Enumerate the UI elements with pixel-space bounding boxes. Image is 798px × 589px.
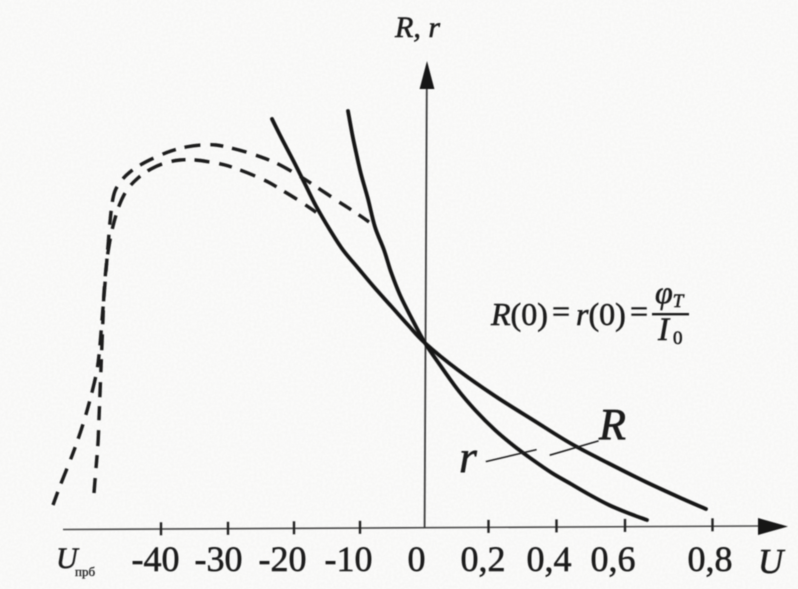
svg-text:=: = [630, 293, 648, 329]
svg-text:0,4: 0,4 [527, 539, 572, 579]
svg-text:0,8: 0,8 [688, 539, 733, 579]
svg-text:I0: I0 [657, 312, 683, 349]
svg-text:U: U [56, 542, 80, 575]
svg-text:прб: прб [75, 564, 95, 579]
svg-text:R: R [598, 400, 626, 449]
svg-text:r(0): r(0) [576, 296, 626, 332]
svg-text:0,6: 0,6 [591, 539, 636, 579]
svg-text:0,2: 0,2 [461, 539, 506, 579]
svg-text:-30: -30 [195, 539, 243, 579]
svg-text:-20: -20 [259, 539, 307, 579]
svg-text:0: 0 [408, 539, 426, 579]
svg-text:r: r [459, 431, 478, 482]
svg-text:φT: φT [655, 274, 685, 312]
svg-text:-10: -10 [325, 539, 373, 579]
svg-text:U: U [758, 542, 786, 581]
svg-text:=: = [552, 293, 570, 329]
svg-text:-40: -40 [132, 539, 180, 579]
svg-text:R, r: R, r [394, 11, 440, 44]
svg-text:R(0): R(0) [490, 296, 548, 332]
